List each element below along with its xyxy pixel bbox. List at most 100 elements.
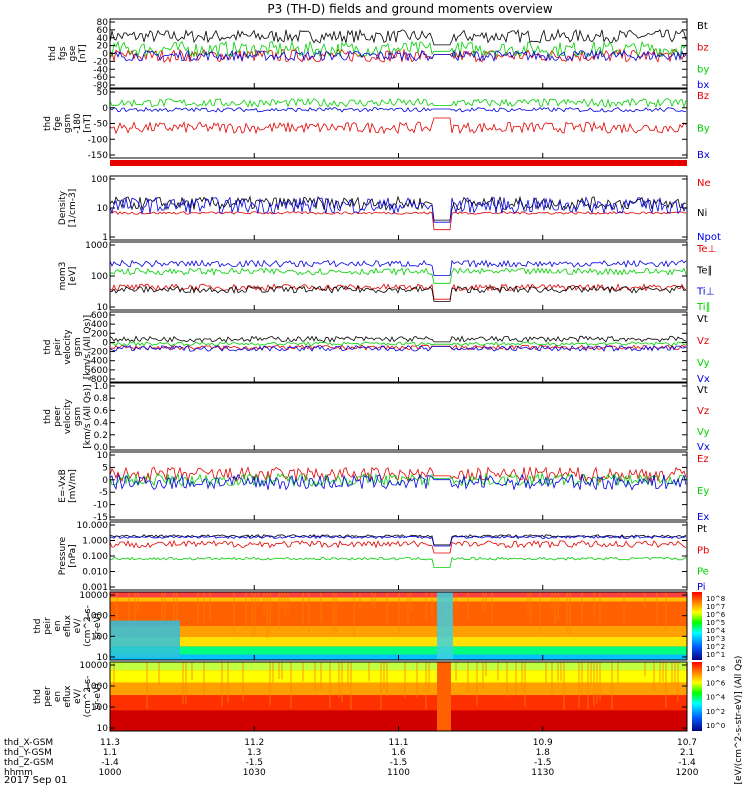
- y-label-line: (cm^2-s-: [83, 676, 93, 718]
- heatmap-streak: [581, 662, 583, 695]
- y-tick-label: -20: [93, 57, 108, 67]
- heatmap-streak: [221, 662, 223, 707]
- y-tick-label: 10: [97, 204, 109, 214]
- series-Bz: [109, 117, 687, 135]
- y-label-line: sr-eV): [93, 613, 103, 639]
- heatmap-streak: [164, 592, 166, 620]
- panel-peer_vel: thd peer velocity gsm [km/s (All Qs)] Vt Vz Vy V…: [43, 382, 710, 453]
- heatmap-streak: [290, 662, 292, 709]
- x-row-label: thd_X-GSM: [4, 738, 53, 748]
- heatmap-streak: [338, 662, 340, 698]
- legend-entry: Vz: [697, 406, 709, 417]
- heatmap-streak: [257, 592, 259, 607]
- y-tick-label: 100: [91, 632, 108, 642]
- heatmap-streak: [116, 592, 118, 624]
- x-row-label: thd_Y-GSM: [4, 748, 52, 758]
- heatmap-streak: [653, 662, 655, 692]
- x-row-label: hhmm: [4, 768, 33, 778]
- series-Bx: [109, 106, 686, 113]
- legend-entry: Pb: [697, 545, 709, 556]
- legend-entry: Ey: [697, 486, 709, 497]
- y-tick-label: 1000: [85, 241, 108, 251]
- heatmap-streak: [671, 662, 673, 685]
- series-Pt: [109, 534, 687, 546]
- heatmap-streak: [266, 592, 268, 638]
- heatmap-streak: [599, 592, 601, 627]
- legend-entry: Bz: [697, 91, 709, 102]
- heatmap-streak: [539, 592, 541, 633]
- y-tick-label: -800: [88, 375, 109, 385]
- y-tick-label: 200: [91, 329, 108, 339]
- heatmap-streak: [455, 592, 457, 611]
- heatmap-streak: [302, 592, 304, 627]
- heatmap-band: [110, 601, 687, 626]
- heatmap-band: [110, 636, 687, 647]
- y-tick-label: 10: [97, 303, 109, 313]
- y-label-line: eV/: [73, 618, 83, 634]
- y-tick-label: 0: [102, 104, 108, 114]
- heatmap-streak: [425, 592, 427, 621]
- heatmap-streak: [359, 592, 361, 611]
- y-tick-label: 0.010: [82, 568, 108, 578]
- heatmap-streak: [263, 592, 265, 614]
- heatmap-streak: [659, 662, 661, 683]
- y-label-line: peer: [53, 406, 63, 427]
- y-label-line: -180: [73, 113, 83, 134]
- series-bx: [109, 49, 687, 63]
- y-label-line: peer: [43, 686, 53, 707]
- series-Ti∥: [109, 267, 687, 284]
- y-label-line: mom3: [58, 262, 68, 291]
- y-tick-label: 0.001: [82, 583, 108, 593]
- heatmap-streak: [599, 662, 601, 701]
- y-tick-label: -400: [88, 357, 109, 367]
- x-value: 10.7: [677, 738, 697, 748]
- heatmap-streak: [551, 662, 553, 694]
- y-label-line: gsm: [63, 114, 73, 133]
- heatmap-streak: [527, 592, 529, 614]
- colorbar-tick-label: 10^8: [706, 665, 725, 673]
- panel-peir_en: thd peir en eflux eV/(cm^2-s-sr-eV)10^810^71…: [33, 591, 726, 663]
- heatmap-streak: [176, 592, 178, 637]
- colorbar-label: [eV/(cm^2-s-str-eV)] (All Qs): [734, 656, 744, 785]
- legend-entry: Ti∥: [696, 302, 711, 313]
- heatmap-streak: [428, 662, 430, 694]
- heatmap-streak: [587, 662, 589, 710]
- legend-entry: bz: [697, 43, 709, 54]
- legend-entry: Te⊥: [696, 244, 716, 255]
- y-tick-label: 10: [97, 451, 109, 461]
- x-axis-labels: thd_X-GSM 11.3 11.2 11.1 10.9 10.7 thd_Y-GSM 1.…: [4, 738, 699, 778]
- heatmap-streak: [611, 662, 613, 710]
- y-label-line: [km/s (All Qs)]: [83, 384, 93, 448]
- legend-entry: Vx: [697, 374, 710, 385]
- panel-frame: [109, 521, 688, 591]
- x-value: 10.9: [533, 738, 553, 748]
- y-tick-label: 1000: [85, 682, 108, 692]
- y-tick-label: 0.2: [94, 431, 108, 441]
- x-value: -1.4: [678, 758, 696, 768]
- colorbar-tick-label: 10^1: [706, 651, 725, 659]
- colorbar-tick-label: 10^5: [706, 619, 725, 627]
- heatmap-streak: [335, 592, 337, 633]
- y-tick-label: 10: [97, 724, 109, 734]
- heatmap-streak: [182, 662, 184, 705]
- panel-frame: [109, 451, 688, 521]
- heatmap-streak: [146, 662, 148, 709]
- heatmap-streak: [554, 592, 556, 624]
- y-tick-label: 1000: [85, 612, 108, 622]
- colorbar-tick-label: 10^6: [706, 679, 726, 687]
- heatmap-streak: [272, 662, 274, 683]
- y-tick-label: 0.6: [94, 406, 109, 416]
- series-Pe: [110, 556, 687, 568]
- y-tick-label: -100: [88, 135, 109, 145]
- legend-entry: Vt: [697, 385, 708, 396]
- heatmap-streak: [341, 662, 343, 702]
- y-tick-label: -600: [88, 366, 109, 376]
- y-label-line: (cm^2-s-: [83, 605, 93, 647]
- panel-density: Density [1/cm-3] Ne Ni Npot 100 10 1: [58, 175, 721, 243]
- y-tick-label: 1.0: [94, 382, 109, 392]
- heatmap-streak: [386, 592, 388, 624]
- heatmap-streak: [374, 592, 376, 610]
- legend-entry: Bx: [697, 150, 710, 161]
- y-tick-label: 0: [102, 338, 108, 348]
- y-tick-label: 1: [102, 233, 108, 243]
